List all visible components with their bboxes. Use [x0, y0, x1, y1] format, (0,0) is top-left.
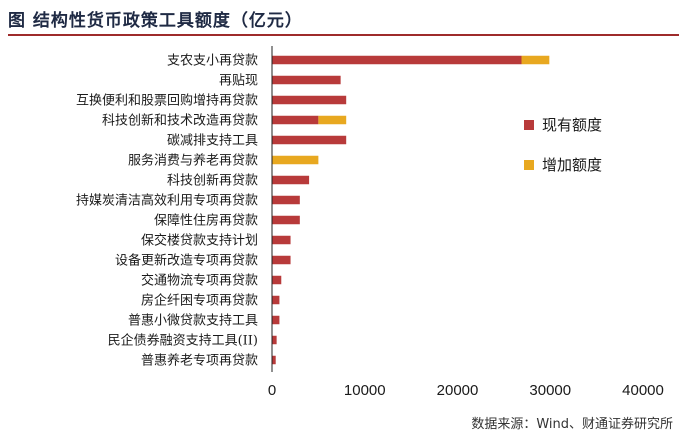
- legend-swatch-existing: [524, 120, 534, 130]
- bars: [272, 55, 550, 365]
- category-label: 保交楼贷款支持计划: [141, 233, 258, 249]
- category-label: 碳减排支持工具: [167, 134, 258, 149]
- category-label: 服务消费与养老再贷款: [128, 153, 258, 169]
- category-label: 再贴现: [219, 74, 258, 89]
- category-label: 民企债券融资支持工具(II): [108, 333, 258, 349]
- bar-existing: [272, 275, 282, 285]
- legend-label: 现有额度: [542, 116, 602, 134]
- category-label: 交通物流专项再贷款: [141, 273, 258, 289]
- bar-existing: [272, 335, 277, 345]
- category-label: 支农支小再贷款: [167, 54, 258, 69]
- bar-added: [318, 115, 347, 125]
- bar-existing: [272, 355, 276, 365]
- category-label: 普惠小微贷款支持工具: [128, 314, 258, 329]
- x-tick-label: 20000: [437, 382, 479, 399]
- bar-existing: [272, 215, 300, 225]
- category-label: 互换便利和股票回购增持再贷款: [76, 93, 258, 109]
- bar-existing: [272, 175, 310, 185]
- x-tick-label: 10000: [344, 382, 386, 399]
- category-labels: 支农支小再贷款再贴现互换便利和股票回购增持再贷款科技创新和技术改造再贷款碳减排支…: [76, 54, 258, 369]
- category-label: 设备更新改造专项再贷款: [115, 253, 258, 269]
- title-rule: [8, 34, 679, 36]
- category-label: 持媒炭清洁高效利用专项再贷款: [76, 193, 258, 209]
- legend-swatch-added: [524, 160, 534, 170]
- bar-added: [521, 55, 550, 65]
- bar-existing: [272, 235, 291, 245]
- category-label: 科技创新再贷款: [167, 173, 258, 189]
- category-label: 科技创新和技术改造再贷款: [102, 113, 258, 129]
- bar-added: [272, 155, 319, 165]
- bar-existing: [272, 115, 319, 125]
- category-label: 保障性住房再贷款: [154, 213, 258, 229]
- bar-existing: [272, 195, 300, 205]
- category-label: 普惠养老专项再贷款: [141, 353, 258, 369]
- x-axis: 0 10000 20000 30000 40000: [268, 46, 664, 399]
- bar-existing: [272, 75, 341, 85]
- legend-label: 增加额度: [542, 156, 602, 174]
- bar-existing: [272, 135, 347, 145]
- bar-existing: [272, 315, 280, 325]
- data-source: 数据来源：Wind、财通证券研究所: [471, 417, 673, 432]
- bar-existing: [272, 295, 280, 305]
- chart-title: 图 结构性货币政策工具额度（亿元）: [8, 11, 303, 31]
- bar-existing: [272, 255, 291, 265]
- x-tick-label: 40000: [622, 382, 664, 399]
- category-label: 房企纤困专项再贷款: [141, 293, 258, 309]
- x-tick-label: 0: [268, 382, 276, 399]
- x-tick-label: 30000: [529, 382, 571, 399]
- bar-existing: [272, 55, 522, 65]
- bar-existing: [272, 95, 347, 105]
